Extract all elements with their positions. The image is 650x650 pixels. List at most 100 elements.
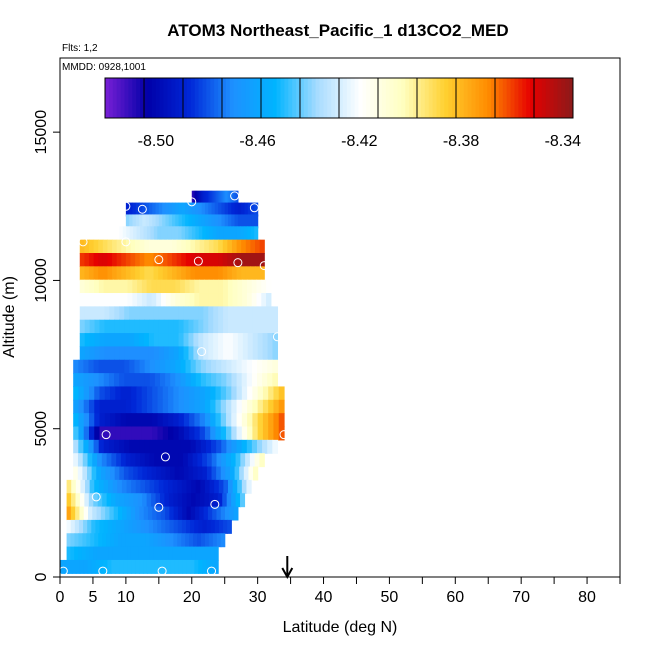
- colorbar-segment: [444, 78, 449, 118]
- heatmap-cell: [242, 293, 248, 307]
- heatmap-cell: [139, 373, 146, 388]
- heatmap-cell: [132, 202, 137, 217]
- heatmap-cell: [188, 226, 193, 241]
- colorbar-segment: [112, 78, 118, 118]
- heatmap-cell: [152, 426, 159, 441]
- heatmap-cell: [202, 226, 207, 241]
- colorbar-segment: [475, 78, 480, 118]
- date-text: MMDD: 0928,1001: [62, 62, 146, 73]
- heatmap-cell: [170, 439, 176, 454]
- heatmap-cell: [187, 453, 194, 468]
- heatmap-cell: [133, 533, 139, 548]
- x-tick-label: 50: [381, 589, 399, 606]
- heatmap-cell: [227, 239, 233, 254]
- heatmap-cell: [211, 453, 218, 468]
- heatmap-cell: [254, 214, 259, 229]
- heatmap-cell: [266, 293, 272, 307]
- heatmap-cell: [157, 533, 163, 548]
- heatmap-cell: [84, 346, 91, 361]
- x-tick-label: 80: [578, 589, 596, 606]
- colorbar-tick-label: -8.38: [443, 133, 480, 150]
- heatmap-cell: [181, 253, 187, 267]
- heatmap-cell: [79, 493, 85, 508]
- heatmap-cell: [169, 519, 175, 534]
- heatmap-cell: [241, 413, 248, 428]
- colorbar-segment: [448, 78, 453, 118]
- heatmap-cell: [254, 453, 261, 468]
- heatmap-cell: [223, 279, 229, 294]
- heatmap-cell: [199, 386, 206, 401]
- heatmap-cell: [209, 479, 215, 494]
- heatmap-cell: [251, 359, 258, 374]
- heatmap-cell: [228, 333, 234, 348]
- heatmap-cell: [93, 493, 99, 508]
- heatmap-cell: [234, 466, 240, 481]
- heatmap-cell: [78, 533, 83, 548]
- heatmap-cell: [173, 319, 180, 334]
- colorbar-segment: [530, 78, 535, 118]
- heatmap-cell: [211, 202, 216, 217]
- heatmap-cell: [223, 346, 229, 361]
- heatmap-cell: [193, 319, 199, 334]
- heatmap-cell: [109, 319, 115, 334]
- heatmap-cell: [71, 479, 77, 494]
- heatmap-cell: [154, 439, 161, 454]
- heatmap-cell: [221, 359, 227, 374]
- heatmap-cell: [202, 559, 207, 574]
- heatmap-cell: [222, 493, 228, 508]
- heatmap-cell: [247, 399, 253, 414]
- heatmap-cell: [228, 479, 234, 494]
- heatmap-cell: [206, 546, 212, 561]
- heatmap-cell: [103, 479, 109, 494]
- heatmap-cell: [114, 359, 120, 374]
- colorbar-segment: [218, 78, 223, 118]
- colorbar-segment: [128, 78, 133, 118]
- heatmap-cell: [152, 202, 157, 217]
- heatmap-cell: [78, 519, 84, 534]
- heatmap-cell: [119, 346, 125, 361]
- heatmap-cell: [181, 479, 188, 494]
- heatmap-cell: [204, 239, 210, 254]
- heatmap-cell: [183, 453, 189, 468]
- heatmap-cell: [70, 533, 76, 548]
- heatmap-cell: [83, 399, 90, 414]
- heatmap-cell: [240, 493, 246, 508]
- heatmap-cell: [226, 413, 232, 428]
- heatmap-cell: [203, 333, 209, 348]
- heatmap-cell: [209, 226, 214, 241]
- heatmap-cell: [148, 266, 155, 281]
- heatmap-cell: [113, 279, 119, 294]
- heatmap-cell: [129, 306, 135, 321]
- heatmap-cell: [119, 373, 125, 388]
- heatmap-cell: [212, 506, 218, 521]
- heatmap-cell: [200, 439, 207, 454]
- heatmap-cell: [218, 202, 223, 217]
- heatmap-cell: [245, 453, 251, 468]
- heatmap-cell: [88, 359, 95, 374]
- colorbar-segment: [440, 78, 445, 118]
- heatmap-cell: [191, 493, 197, 508]
- heatmap-cell: [251, 214, 255, 229]
- sample-point: [210, 499, 220, 509]
- heatmap-cell: [136, 413, 143, 428]
- heatmap-cell: [255, 239, 261, 254]
- x-tick-label: 0: [56, 589, 65, 606]
- heatmap-cell: [88, 266, 95, 281]
- heatmap-cell: [178, 453, 184, 468]
- heatmap-cell: [165, 533, 170, 548]
- heatmap-cell: [105, 506, 111, 521]
- heatmap-cell: [223, 319, 229, 334]
- heatmap-cell: [84, 493, 90, 508]
- heatmap-cell: [205, 359, 212, 374]
- heatmap-cell: [116, 519, 121, 534]
- heatmap-cell: [153, 239, 159, 254]
- heatmap-cell: [140, 226, 145, 241]
- heatmap-cell: [94, 346, 101, 361]
- colorbar-segment: [483, 78, 488, 118]
- heatmap-cell: [73, 373, 79, 388]
- heatmap-cell: [211, 439, 217, 454]
- heatmap-cell: [165, 202, 170, 217]
- heatmap-cell: [147, 506, 153, 521]
- heatmap-cell: [223, 293, 229, 307]
- heatmap-cell: [79, 346, 86, 361]
